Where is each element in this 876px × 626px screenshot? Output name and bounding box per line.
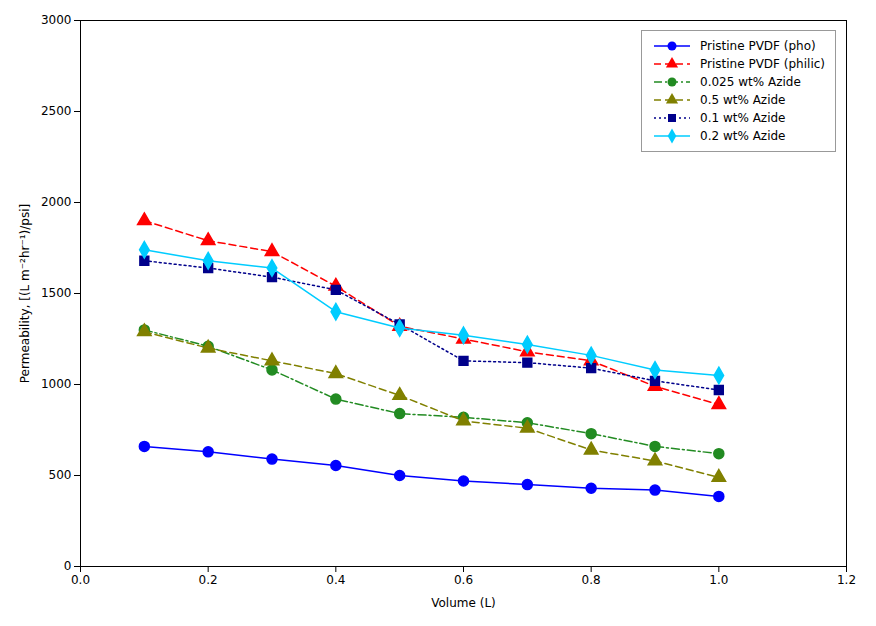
svg-text:0.6: 0.6 xyxy=(454,573,473,587)
svg-text:0.0: 0.0 xyxy=(71,573,90,587)
svg-text:0: 0 xyxy=(64,559,72,573)
html-text:0.025 wt% Azide: 0.025 wt% Azide xyxy=(700,75,801,89)
svg-text:0.8: 0.8 xyxy=(582,573,601,587)
svg-text:1000: 1000 xyxy=(41,377,72,391)
html-text:0.5 wt% Azide: 0.5 wt% Azide xyxy=(700,93,786,107)
svg-text:Volume (L): Volume (L) xyxy=(431,596,496,610)
svg-text:1.2: 1.2 xyxy=(837,573,856,587)
svg-text:0.4: 0.4 xyxy=(326,573,345,587)
svg-text:2500: 2500 xyxy=(41,104,72,118)
html-text:Pristine PVDF (pho): Pristine PVDF (pho) xyxy=(700,39,816,53)
svg-text:2000: 2000 xyxy=(41,195,72,209)
svg-text:1.0: 1.0 xyxy=(709,573,728,587)
html-text:0.1 wt% Azide: 0.1 wt% Azide xyxy=(700,111,786,125)
html-text:Pristine PVDF (philic): Pristine PVDF (philic) xyxy=(700,57,825,71)
svg-text:3000: 3000 xyxy=(41,13,72,27)
svg-text:500: 500 xyxy=(49,468,72,482)
html-text:0.2 wt% Azide: 0.2 wt% Azide xyxy=(700,129,786,143)
svg-text:0.2: 0.2 xyxy=(199,573,218,587)
svg-text:Permeability, [(L m⁻²hr⁻¹)/psi: Permeability, [(L m⁻²hr⁻¹)/psi] xyxy=(18,204,32,383)
svg-text:1500: 1500 xyxy=(41,286,72,300)
